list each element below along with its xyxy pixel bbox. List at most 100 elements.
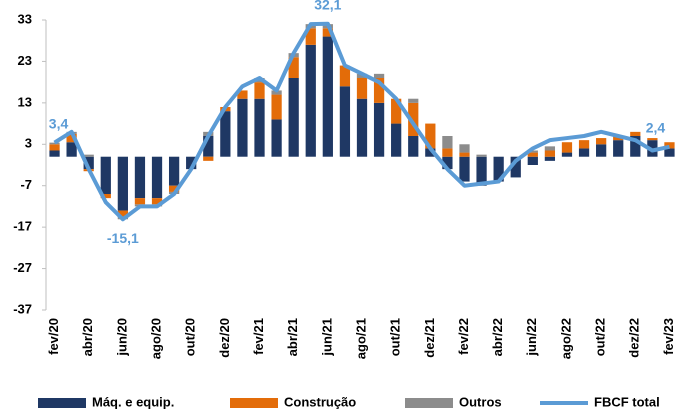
bar (630, 136, 641, 157)
bar (168, 156, 180, 186)
bar (613, 136, 624, 141)
data-label: 32,1 (314, 0, 341, 12)
y-tick-label: -17 (13, 219, 32, 234)
bar (271, 119, 282, 157)
bar (493, 156, 504, 182)
bar (322, 36, 333, 157)
bar (425, 148, 436, 157)
bar (288, 57, 299, 78)
bar (83, 154, 94, 157)
bar (117, 156, 128, 211)
x-tick-label: jun/22 (524, 318, 539, 357)
y-tick-label: 13 (18, 94, 32, 109)
bar (425, 123, 436, 149)
bar (442, 136, 453, 149)
bar (66, 142, 77, 157)
x-tick-label: dez/20 (217, 318, 232, 358)
bar (630, 131, 641, 136)
bar (271, 90, 282, 95)
bar (134, 198, 146, 205)
x-tick-label: fev/20 (46, 318, 61, 355)
data-label: -15,1 (107, 230, 139, 246)
x-tick-label: out/21 (388, 318, 403, 356)
y-tick-label: 23 (18, 53, 32, 68)
x-tick-label: fev/23 (661, 318, 676, 355)
bar (356, 98, 368, 157)
y-tick-label: -7 (20, 177, 32, 192)
bar (544, 150, 556, 157)
y-tick-label: 33 (18, 11, 32, 26)
bar (664, 142, 675, 149)
legend-swatch (230, 398, 278, 408)
bar (373, 102, 385, 157)
bar (254, 82, 265, 99)
bar (83, 156, 94, 170)
bar (442, 148, 453, 157)
bar (527, 156, 538, 165)
bar (391, 98, 402, 124)
x-tick-label: jun/20 (114, 318, 129, 357)
bar (476, 154, 487, 157)
bar (459, 144, 470, 153)
x-tick-label: out/22 (593, 318, 608, 356)
legend-label: Máq. e equip. (92, 394, 174, 409)
bar (151, 156, 163, 199)
x-tick-label: ago/21 (353, 318, 368, 359)
bar (254, 98, 265, 157)
bar (186, 156, 197, 170)
bar (459, 152, 470, 157)
x-tick-label: jun/21 (319, 318, 334, 357)
legend-label: Outros (459, 394, 502, 409)
bar (408, 98, 419, 103)
x-tick-label: out/20 (183, 318, 198, 356)
bar (664, 148, 675, 157)
bar (339, 86, 351, 157)
x-tick-label: dez/21 (422, 318, 437, 358)
bar (561, 152, 573, 157)
bar (66, 133, 77, 143)
x-tick-label: abr/21 (285, 318, 300, 356)
bar (49, 142, 60, 145)
bar (391, 123, 402, 157)
bar (561, 142, 573, 153)
bar (100, 194, 111, 199)
y-tick-label: -27 (13, 260, 32, 275)
x-tick-label: abr/22 (490, 318, 505, 356)
bar (527, 150, 538, 153)
bar (408, 102, 419, 136)
legend-label: Construção (284, 394, 356, 409)
bar (596, 144, 607, 157)
bar (117, 210, 128, 217)
bar (237, 98, 248, 157)
bar (578, 148, 590, 157)
bar (613, 140, 624, 157)
bar (596, 138, 607, 145)
bar (373, 73, 385, 78)
y-tick-label: 3 (25, 136, 32, 151)
bar (408, 136, 419, 157)
bar (203, 156, 214, 161)
bar (134, 156, 146, 199)
bar (442, 156, 453, 170)
x-tick-label: ago/22 (558, 318, 573, 359)
x-tick-label: dez/22 (627, 318, 642, 358)
x-tick-label: fev/21 (251, 318, 266, 355)
x-tick-label: abr/20 (80, 318, 95, 356)
bar (49, 150, 60, 157)
bar (237, 90, 248, 99)
bar (510, 156, 521, 178)
bar (527, 152, 538, 157)
bar (168, 185, 180, 192)
bar (544, 156, 556, 161)
bar (151, 198, 163, 205)
bar (544, 146, 556, 151)
bar (100, 156, 111, 194)
bar (49, 144, 60, 151)
bar (373, 78, 385, 103)
bar (578, 140, 590, 149)
bar (203, 136, 214, 157)
bar (305, 28, 316, 45)
bar (356, 78, 368, 99)
data-label: 2,4 (646, 119, 666, 135)
